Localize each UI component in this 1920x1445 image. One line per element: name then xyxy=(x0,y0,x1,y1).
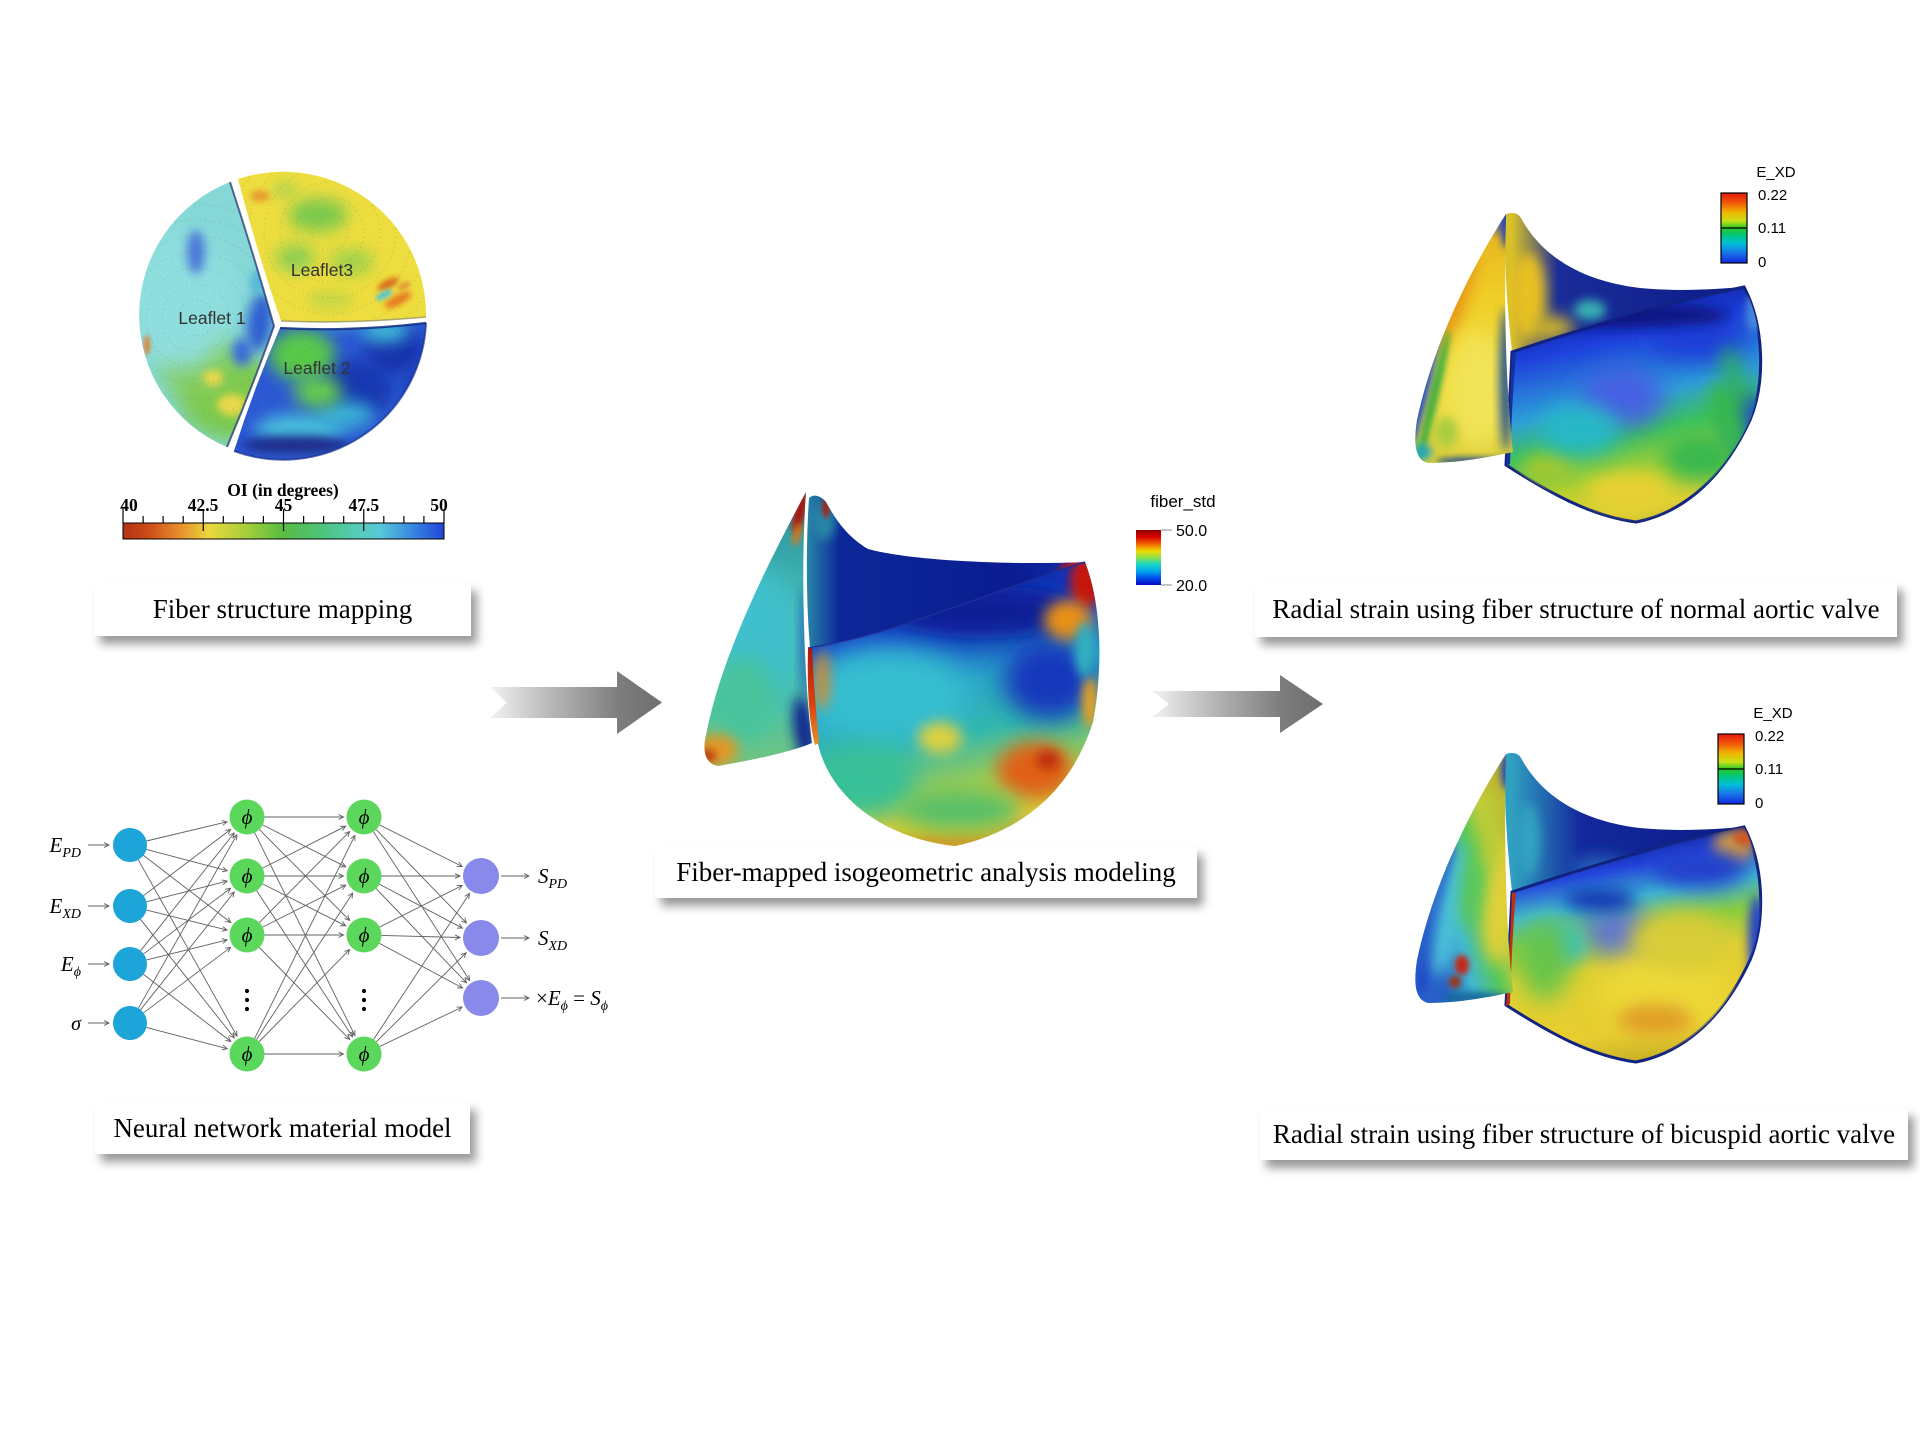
svg-text:0: 0 xyxy=(1758,254,1766,271)
svg-text:EPD: EPD xyxy=(49,833,82,861)
svg-text:ϕ: ϕ xyxy=(242,805,253,829)
svg-text:0.11: 0.11 xyxy=(1758,220,1786,237)
svg-text:OI (in degrees): OI (in degrees) xyxy=(227,480,339,500)
svg-text:0.11: 0.11 xyxy=(1755,761,1783,778)
svg-text:SPD: SPD xyxy=(538,864,567,892)
svg-text:ϕ: ϕ xyxy=(242,864,253,888)
svg-text:Leaflet3: Leaflet3 xyxy=(291,260,353,280)
svg-text:ϕ: ϕ xyxy=(359,1042,370,1066)
svg-text:0.22: 0.22 xyxy=(1758,187,1787,204)
svg-text:σ: σ xyxy=(71,1013,82,1035)
svg-text:E_XD: E_XD xyxy=(1753,705,1792,722)
svg-text:50: 50 xyxy=(430,495,448,515)
svg-text:50.0: 50.0 xyxy=(1176,523,1207,540)
svg-text:fiber_std: fiber_std xyxy=(1150,492,1215,511)
svg-text:ϕ: ϕ xyxy=(359,864,370,888)
svg-text:EXD: EXD xyxy=(49,894,82,922)
svg-text:ϕ: ϕ xyxy=(242,1042,253,1066)
svg-text:Leaflet 2: Leaflet 2 xyxy=(283,358,350,378)
svg-text:40: 40 xyxy=(120,495,138,515)
svg-text:Leaflet 1: Leaflet 1 xyxy=(178,308,245,328)
svg-text:ϕ: ϕ xyxy=(242,923,253,947)
svg-text:47.5: 47.5 xyxy=(348,495,379,515)
svg-text:Eϕ: Eϕ xyxy=(60,952,81,980)
svg-text:20.0: 20.0 xyxy=(1176,578,1207,595)
svg-text:42.5: 42.5 xyxy=(188,495,219,515)
svg-text:SXD: SXD xyxy=(538,926,567,954)
svg-text:ϕ: ϕ xyxy=(359,923,370,947)
svg-text:45: 45 xyxy=(275,495,293,515)
svg-text:0.22: 0.22 xyxy=(1755,728,1784,745)
svg-text:ϕ: ϕ xyxy=(359,805,370,829)
svg-text:E_XD: E_XD xyxy=(1756,164,1795,181)
svg-text:×Eϕ = Sϕ: ×Eϕ = Sϕ xyxy=(536,986,608,1014)
svg-text:0: 0 xyxy=(1755,795,1763,812)
